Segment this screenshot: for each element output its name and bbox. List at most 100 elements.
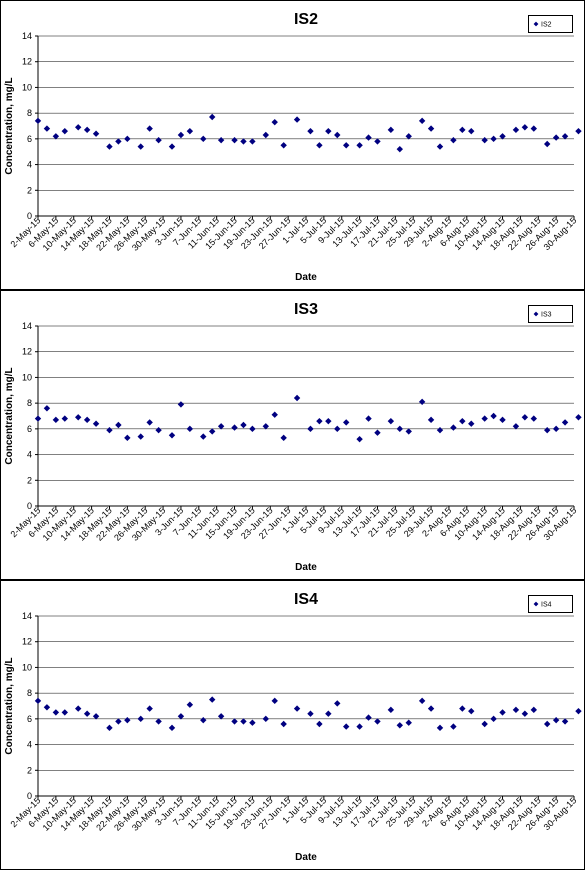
x-axis-label: Date bbox=[295, 562, 317, 573]
chart-border bbox=[0, 580, 585, 870]
data-point bbox=[75, 414, 82, 421]
data-point bbox=[459, 126, 466, 134]
y-tick-label: 14 bbox=[22, 31, 32, 41]
data-point bbox=[418, 398, 426, 406]
data-point bbox=[499, 133, 506, 140]
legend: IS2 bbox=[528, 15, 573, 33]
data-point bbox=[43, 125, 51, 132]
data-point bbox=[231, 136, 238, 144]
y-tick-label: 10 bbox=[22, 82, 32, 92]
chart-title: IS3 bbox=[294, 301, 318, 318]
data-point bbox=[293, 116, 301, 123]
data-point bbox=[365, 134, 372, 141]
data-point bbox=[316, 142, 323, 149]
chart-panel-is4: IS4 0 2 4 6 8 10 12 14 2-May-15 6-May-15 10-May-15 1… bbox=[0, 580, 585, 870]
data-point bbox=[387, 126, 395, 134]
data-point bbox=[155, 136, 162, 144]
data-point bbox=[240, 421, 247, 429]
data-point bbox=[521, 414, 529, 421]
data-point bbox=[168, 143, 176, 150]
data-point bbox=[34, 117, 42, 125]
y-tick-label: 10 bbox=[22, 372, 32, 382]
legend-box bbox=[528, 305, 573, 323]
data-point bbox=[468, 127, 475, 135]
data-point bbox=[231, 424, 238, 431]
y-tick-label: 0 bbox=[27, 211, 32, 221]
data-point bbox=[561, 718, 569, 725]
data-point bbox=[75, 705, 82, 712]
data-point bbox=[43, 405, 51, 412]
data-point bbox=[34, 415, 42, 422]
data-point bbox=[316, 720, 323, 728]
data-point bbox=[325, 127, 332, 135]
data-point bbox=[334, 131, 341, 139]
legend-entry: IS3 bbox=[541, 312, 552, 319]
data-point bbox=[343, 419, 350, 426]
data-point bbox=[280, 142, 287, 149]
y-tick-label: 12 bbox=[22, 57, 32, 67]
y-tick-label: 14 bbox=[22, 321, 32, 331]
data-point bbox=[83, 126, 91, 134]
data-point bbox=[481, 415, 488, 422]
data-point bbox=[61, 709, 68, 716]
data-point bbox=[177, 401, 185, 408]
chart-title: IS2 bbox=[294, 11, 318, 28]
data-point bbox=[544, 140, 551, 148]
y-tick-label: 4 bbox=[27, 160, 32, 170]
data-point bbox=[561, 419, 569, 426]
chart-panel-is3: IS3 0 2 4 6 8 10 12 14 2-May-15 6-May-15 10-May-15 1… bbox=[0, 290, 585, 580]
data-point bbox=[512, 706, 520, 714]
data-point bbox=[271, 411, 278, 418]
data-point bbox=[262, 131, 269, 139]
data-point bbox=[374, 138, 381, 145]
y-tick-label: 12 bbox=[22, 347, 32, 357]
data-point bbox=[365, 415, 372, 422]
data-point bbox=[177, 131, 185, 139]
data-point bbox=[343, 142, 350, 149]
y-tick-label: 0 bbox=[27, 791, 32, 801]
data-point bbox=[115, 421, 122, 429]
data-point bbox=[61, 415, 68, 422]
data-point bbox=[575, 707, 582, 715]
data-point bbox=[481, 136, 488, 144]
data-point bbox=[52, 133, 60, 140]
data-point bbox=[530, 706, 537, 714]
data-point bbox=[186, 701, 194, 708]
data-point bbox=[124, 135, 131, 143]
data-point bbox=[521, 124, 529, 131]
data-point bbox=[271, 118, 278, 126]
chart-svg: IS4024681012142-May-156-May-1510-May-151… bbox=[0, 580, 585, 870]
data-point bbox=[61, 127, 68, 135]
chart-svg: IS3024681012142-May-156-May-1510-May-151… bbox=[0, 290, 585, 580]
data-point bbox=[374, 429, 381, 436]
data-point bbox=[200, 433, 207, 440]
data-point bbox=[137, 433, 144, 440]
data-point bbox=[209, 113, 216, 121]
legend-box bbox=[528, 595, 573, 613]
legend-entry: IS2 bbox=[541, 22, 552, 29]
data-point bbox=[52, 416, 60, 424]
data-point bbox=[450, 424, 457, 431]
y-tick-label: 14 bbox=[22, 611, 32, 621]
data-point bbox=[481, 720, 488, 728]
data-point bbox=[468, 420, 475, 427]
data-point bbox=[544, 720, 551, 728]
y-tick-label: 8 bbox=[27, 108, 32, 118]
legend-entry: IS4 bbox=[541, 602, 552, 609]
x-axis-label: Date bbox=[295, 272, 317, 283]
data-point bbox=[418, 117, 426, 125]
data-point bbox=[137, 143, 144, 150]
data-point bbox=[240, 138, 247, 145]
data-point bbox=[115, 138, 122, 145]
x-axis-label: Date bbox=[295, 852, 317, 863]
data-point bbox=[405, 428, 412, 435]
data-point bbox=[92, 130, 100, 137]
chart-svg: IS2024681012142-May-156-May-1510-May-151… bbox=[0, 0, 585, 290]
y-tick-label: 10 bbox=[22, 662, 32, 672]
y-tick-label: 4 bbox=[27, 450, 32, 460]
data-point bbox=[168, 432, 176, 439]
data-point bbox=[427, 125, 435, 132]
y-tick-label: 8 bbox=[27, 688, 32, 698]
chart-panel-is2: IS2 0 2 4 6 8 10 12 14 2-May-15 6-May-15 10-May-15 1… bbox=[0, 0, 585, 290]
data-point bbox=[405, 133, 412, 140]
